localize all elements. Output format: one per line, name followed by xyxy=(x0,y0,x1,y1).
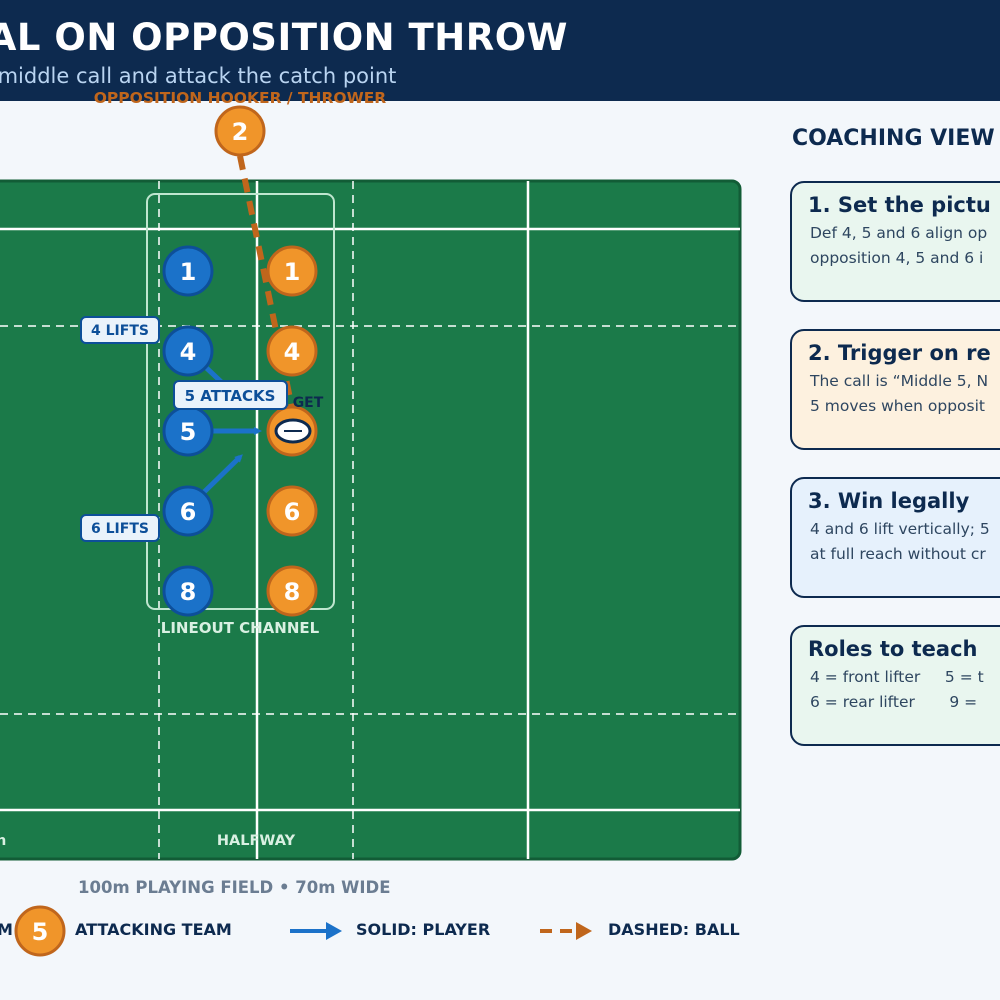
callout-front-lift-box xyxy=(80,316,160,344)
card-text: opposition 4, 5 and 6 i xyxy=(810,249,984,267)
defender-token xyxy=(162,565,214,617)
legend-attacking-token xyxy=(14,905,66,957)
page-subtitle: e middle call and attack the catch point xyxy=(0,64,397,88)
card-title: 2. Trigger on re xyxy=(808,341,991,365)
coaching-view-title: COACHING VIEW xyxy=(792,126,995,151)
legend-solid-arrow-head xyxy=(326,922,342,940)
card-text: Def 4, 5 and 6 align op xyxy=(810,224,988,242)
coaching-card: 3. Win legally 4 and 6 lift vertically; … xyxy=(790,477,1000,598)
legend-dashed-arrow-head xyxy=(576,922,592,940)
attacker-token xyxy=(266,565,318,617)
lift-arrow-rear xyxy=(198,454,243,498)
defender-token xyxy=(162,325,214,377)
attacker-number: 6 xyxy=(284,498,301,526)
card-title: 1. Set the pictu xyxy=(808,193,991,217)
defender-number: 5 xyxy=(180,418,197,446)
field-caption: 100m PLAYING FIELD • 70m WIDE xyxy=(78,878,391,897)
coaching-card: 2. Trigger on re The call is “Middle 5, … xyxy=(790,329,1000,450)
thrower-number: 2 xyxy=(232,118,249,146)
legend-solid-label: SOLID: PLAYER xyxy=(356,920,491,939)
roles-card: Roles to teach 4 = front lifter 5 = t 6 … xyxy=(790,625,1000,746)
callout-attack: 5 ATTACKS xyxy=(185,387,276,405)
card-text: The call is “Middle 5, N xyxy=(810,372,989,390)
defender-number: 1 xyxy=(180,258,197,286)
page-title: EAL ON OPPOSITION THROW xyxy=(0,16,568,59)
callout-attack-box xyxy=(173,380,288,410)
attacker-number: 8 xyxy=(284,578,301,606)
attacker-token xyxy=(266,485,318,537)
defender-number: 6 xyxy=(180,498,197,526)
thrower-label: OPPOSITION HOOKER / THROWER xyxy=(94,89,387,107)
callout-front-lift: 4 LIFTS xyxy=(91,323,149,339)
channel-label: LINEOUT CHANNEL xyxy=(161,619,320,637)
defender-number: 4 xyxy=(180,338,197,366)
card-text: at full reach without cr xyxy=(810,545,986,563)
attacker-token xyxy=(266,325,318,377)
defender-token xyxy=(162,245,214,297)
attacker-number: 1 xyxy=(284,258,301,286)
header-banner: EAL ON OPPOSITION THROW e middle call an… xyxy=(0,0,1000,101)
edge-label: n xyxy=(0,833,6,849)
defender-number: 8 xyxy=(180,578,197,606)
legend-dashed-label: DASHED: BALL xyxy=(608,920,740,939)
card-text: 6 = rear lifter 9 = xyxy=(810,693,983,711)
callout-rear-lift: 6 LIFTS xyxy=(91,521,149,537)
halfway-label: HALFWAY xyxy=(217,833,296,849)
card-text: 5 moves when opposit xyxy=(810,397,985,415)
legend-attacking-number: 5 xyxy=(32,918,49,946)
coaching-card: 1. Set the pictu Def 4, 5 and 6 align op… xyxy=(790,181,1000,302)
target-label: GET xyxy=(293,395,324,411)
callout-rear-lift-box xyxy=(80,514,160,542)
legend-team-label-cut: M xyxy=(0,920,13,939)
thrower-token xyxy=(214,105,266,157)
attacker-token xyxy=(266,245,318,297)
card-text: 4 = front lifter 5 = t xyxy=(810,668,984,686)
lineout-channel-box xyxy=(146,193,335,610)
attacker-number: 4 xyxy=(284,338,301,366)
card-title: Roles to teach xyxy=(808,637,978,661)
legend-attacking-label: ATTACKING TEAM xyxy=(75,920,232,939)
card-text: 4 and 6 lift vertically; 5 xyxy=(810,520,990,538)
card-title: 3. Win legally xyxy=(808,489,970,513)
defender-token xyxy=(162,485,214,537)
